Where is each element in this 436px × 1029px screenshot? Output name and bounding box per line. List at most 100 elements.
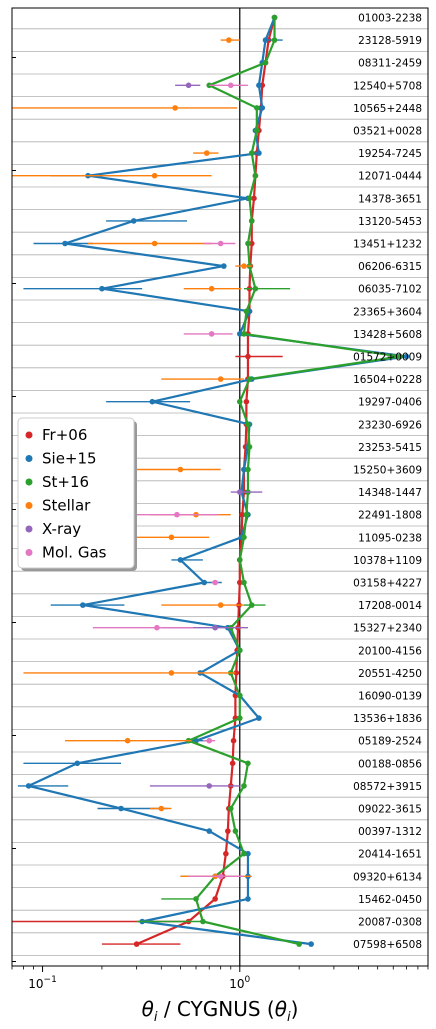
data-point: [236, 647, 243, 654]
data-point: [225, 828, 231, 834]
data-point: [403, 353, 410, 360]
data-point: [246, 195, 253, 202]
data-point: [271, 37, 278, 43]
source-label: 07598+6508: [353, 939, 422, 951]
data-point: [200, 918, 206, 925]
legend-marker: [25, 478, 33, 486]
data-point: [177, 557, 184, 563]
source-label: 20087-0308: [358, 917, 422, 929]
data-point: [236, 557, 243, 563]
data-point: [256, 715, 262, 721]
grid-lines: [12, 8, 428, 966]
data-point: [248, 602, 255, 608]
data-point: [118, 805, 124, 812]
data-point: [206, 783, 213, 789]
data-point: [296, 941, 302, 947]
legend-label: Stellar: [42, 497, 91, 515]
data-point: [212, 896, 218, 902]
legend-label: Mol. Gas: [42, 544, 107, 562]
data-point: [241, 263, 247, 269]
source-label: 12071-0444: [358, 171, 422, 183]
data-point: [174, 511, 180, 518]
source-label: 13451+1232: [353, 239, 422, 251]
data-point: [158, 805, 165, 812]
source-label: 19297-0406: [358, 397, 422, 409]
data-point: [223, 850, 229, 857]
x-axis: 10−1 100: [11, 966, 429, 991]
data-point: [256, 82, 262, 89]
data-point: [203, 150, 210, 156]
data-point: [80, 602, 86, 608]
source-label: 09320+6134: [353, 871, 422, 883]
data-point: [245, 240, 251, 247]
data-point: [124, 737, 131, 744]
source-label: 16090-0139: [358, 691, 422, 703]
data-point: [227, 82, 234, 89]
source-labels: 01003-2238 23128-5919 08311-2459 12540+5708…: [353, 13, 422, 952]
data-point: [229, 760, 236, 767]
legend-marker: [25, 431, 33, 439]
data-point: [271, 14, 278, 21]
data-point: [245, 353, 251, 360]
legend: Fr+06 Sie+15 St+16 Stellar X-ray Mol. Gas: [17, 417, 137, 571]
legend-marker: [25, 502, 33, 509]
data-point: [246, 444, 253, 450]
data-point: [168, 534, 175, 541]
source-label: 06206-6315: [358, 261, 422, 273]
source-label: 00397-1312: [358, 826, 422, 838]
data-point: [226, 37, 232, 43]
data-point: [133, 941, 140, 947]
series-x-ray: [149, 82, 263, 789]
source-label: 19254-7245: [358, 148, 422, 160]
data-point: [217, 376, 224, 382]
data-point: [168, 670, 175, 676]
source-label: 10378+1109: [353, 555, 422, 567]
data-point: [236, 331, 243, 337]
data-point: [151, 172, 158, 179]
source-label: 05189-2524: [358, 736, 422, 748]
data-point: [243, 308, 250, 315]
source-label: 13120-5453: [358, 216, 422, 228]
data-point: [185, 82, 192, 89]
source-label: 03521+0028: [353, 126, 422, 138]
source-label: 13536+1836: [353, 713, 422, 725]
source-label: 08311-2459: [358, 58, 422, 70]
data-point: [99, 285, 105, 292]
source-label: 16504+0228: [353, 374, 422, 386]
data-point: [212, 579, 218, 586]
legend-label: X-ray: [42, 520, 81, 538]
data-point: [217, 873, 224, 880]
data-point: [262, 37, 269, 43]
legend-marker: [25, 525, 33, 533]
data-point: [233, 670, 240, 676]
source-label: 06035-7102: [358, 284, 422, 296]
data-point: [206, 737, 213, 744]
source-label: 20100-4156: [358, 645, 422, 657]
data-point: [232, 828, 239, 834]
data-point: [208, 331, 215, 337]
data-point: [230, 737, 237, 744]
data-point: [246, 376, 253, 382]
data-point: [241, 579, 247, 586]
plot-frame: [11, 7, 429, 967]
data-point: [193, 896, 199, 902]
source-label: 14348-1447: [358, 487, 422, 499]
source-label: 13428+5608: [353, 329, 422, 341]
data-point: [212, 624, 218, 631]
data-point: [227, 805, 234, 812]
source-label: 23230-6926: [358, 419, 422, 431]
source-label: 17208-0014: [358, 600, 422, 612]
series-line: [27, 17, 408, 946]
data-point: [245, 466, 251, 473]
source-label: 14378-3651: [358, 193, 422, 205]
source-label: 20414-1651: [358, 849, 422, 861]
x-tick-label: 100: [229, 975, 250, 991]
data-point: [259, 105, 266, 111]
data-point: [177, 466, 184, 473]
data-point: [201, 579, 207, 586]
data-point: [252, 172, 259, 179]
source-label: 15327+2340: [353, 623, 422, 635]
source-label: 08572+3915: [353, 781, 422, 793]
legend-box: [17, 417, 135, 569]
